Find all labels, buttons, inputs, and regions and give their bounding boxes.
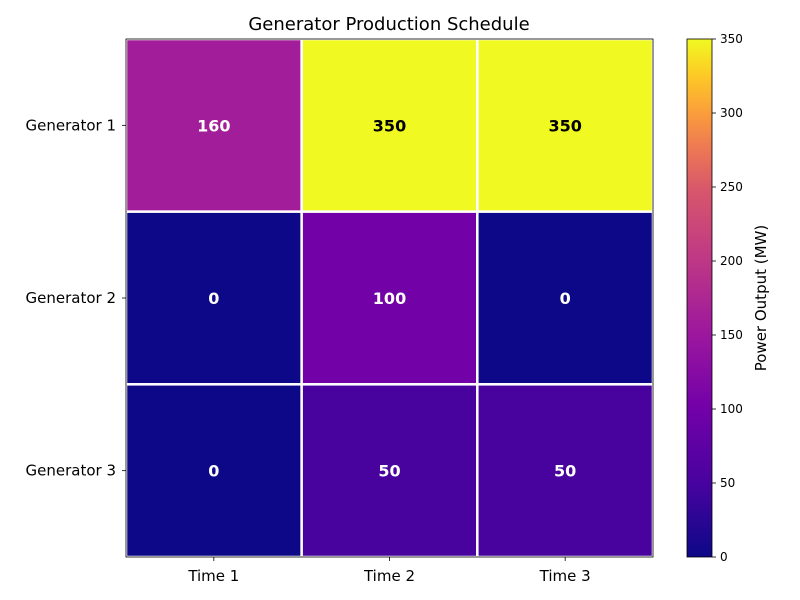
heatmap-cell: [124, 210, 303, 386]
y-tick-label: Generator 1: [26, 116, 116, 134]
colorbar-tick-label: 150: [720, 328, 743, 342]
colorbar-label: Power Output (MW): [752, 225, 770, 371]
heatmap-cell: [300, 383, 479, 559]
colorbar-tick-label: 100: [720, 402, 743, 416]
row-labels: Generator 1 Generator 2 Generator 3: [26, 116, 126, 480]
column-labels: Time 1 Time 2 Time 3: [187, 557, 591, 585]
colorbar-tick-label: 0: [720, 550, 728, 564]
chart-title: Generator Production Schedule: [248, 14, 529, 35]
colorbar-tick-label: 350: [720, 32, 743, 46]
cell-value-label: 0: [208, 289, 219, 308]
colorbar-tick-label: 50: [720, 476, 735, 490]
cell-value-label: 0: [560, 289, 571, 308]
cell-value-label: 350: [548, 116, 581, 135]
cell-value-label: 350: [373, 116, 406, 135]
heatmap-cell: [124, 37, 303, 213]
colorbar: 0 50 100 150 200 250 300 350 Power Output (MW): [686, 32, 770, 564]
cell-value-label: 160: [197, 116, 230, 135]
heatmap-area: 160 350 350 0 100 0 0 50 50: [124, 37, 655, 559]
cell-value-label: 100: [373, 289, 406, 308]
y-tick-label: Generator 3: [26, 462, 116, 480]
x-tick-label: Time 2: [363, 567, 415, 585]
colorbar-gradient: [686, 38, 713, 558]
heatmap-cell: [476, 210, 655, 386]
colorbar-tick-label: 250: [720, 180, 743, 194]
cell-value-label: 0: [208, 462, 219, 481]
colorbar-tick-label: 200: [720, 254, 743, 268]
y-tick-label: Generator 2: [26, 289, 116, 307]
cell-value-label: 50: [554, 462, 576, 481]
x-tick-label: Time 1: [187, 567, 239, 585]
cell-value-label: 50: [378, 462, 400, 481]
x-tick-label: Time 3: [539, 567, 591, 585]
heatmap-cell: [300, 37, 479, 213]
colorbar-ticks: 0 50 100 150 200 250 300 350: [712, 32, 743, 564]
colorbar-tick-label: 300: [720, 106, 743, 120]
